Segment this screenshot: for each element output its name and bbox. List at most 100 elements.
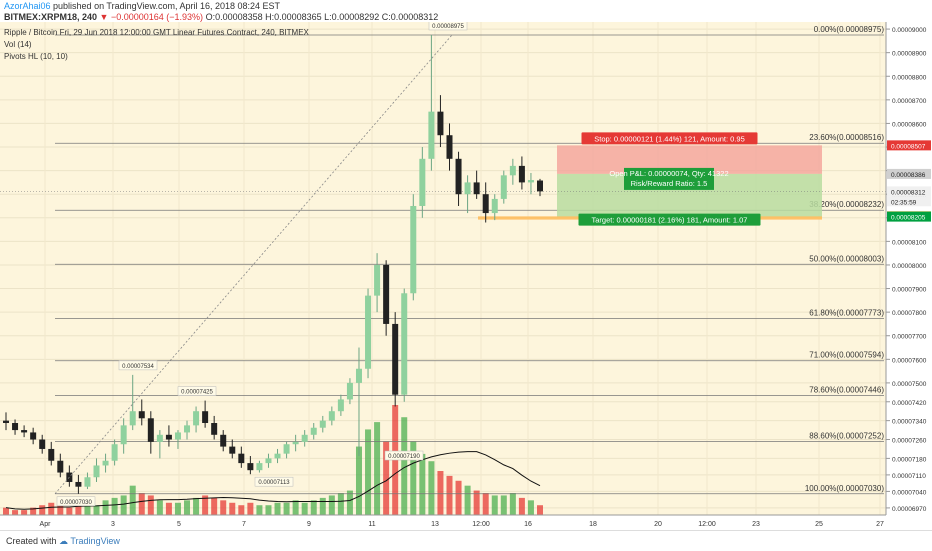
candle-body — [319, 420, 326, 428]
volume-bar — [337, 493, 344, 515]
pivot-label: 0.00007030 — [60, 500, 92, 506]
volume-bar — [410, 441, 417, 515]
stop-label-bg — [581, 132, 758, 145]
candle-body — [238, 453, 245, 464]
pnl-box — [624, 167, 714, 190]
volume-bar — [455, 480, 462, 515]
candle-body — [491, 198, 498, 214]
volume-bar — [93, 505, 100, 515]
price-tick-label: 0.00006970 — [892, 506, 927, 513]
candle-body — [509, 165, 516, 176]
tradingview-link[interactable]: TradingView — [70, 536, 120, 546]
price-axis[interactable] — [886, 22, 932, 530]
volume-bar — [30, 507, 37, 515]
time-tick-label: 12:00 — [472, 521, 490, 528]
candle-body — [437, 111, 444, 136]
price-tick-label: 0.00007800 — [892, 310, 927, 317]
candle-body — [482, 194, 489, 214]
pivot-label: 0.00007113 — [258, 480, 290, 486]
volume-bar — [473, 490, 480, 515]
fib-level-label: 50.00%(0.00008003) — [809, 254, 884, 263]
candle-body — [527, 180, 534, 183]
candle-body — [21, 430, 28, 433]
candle-body — [147, 418, 154, 442]
chart-title: Ripple / Bitcoin Fri, 29 Jun 2018 12:00:… — [4, 28, 310, 37]
volume-bar — [193, 497, 200, 515]
candle-body — [48, 448, 55, 461]
volume-bar — [301, 502, 308, 515]
time-tick-label: 20 — [654, 521, 662, 528]
volume-bar — [174, 502, 181, 515]
pivot-label: 0.00007425 — [181, 390, 213, 396]
candle-body — [455, 158, 462, 195]
stop-label: Stop: 0.00000121 (1.44%) 121, Amount: 0.… — [594, 134, 745, 143]
volume-bar — [57, 505, 64, 515]
volume-bar — [3, 507, 9, 515]
price-tag — [887, 211, 931, 222]
symbol-line: BITMEX:XRPM18, 240 ▼ −0.00000164 (−1.93%… — [4, 12, 438, 22]
candle-body — [464, 182, 471, 195]
pivot-label-bg — [384, 450, 424, 461]
volume-indicator-label[interactable]: Vol (14) — [4, 40, 32, 49]
volume-bar — [102, 500, 109, 515]
price-tag-label: 0.00008386 — [891, 172, 926, 179]
pivot-label: 0.00007190 — [388, 454, 420, 460]
price-tick-label: 0.00008600 — [892, 121, 927, 128]
volume-bar — [365, 429, 372, 515]
price-chart[interactable]: 0.00%(0.00008975) 23.60%(0.00008516) 38.20… — [0, 20, 932, 530]
price-tick-label: 0.00007110 — [892, 473, 926, 480]
volume-bar — [165, 502, 172, 515]
volume-bar — [147, 495, 154, 515]
author-link[interactable]: AzorAhai06 — [4, 1, 51, 11]
candle-body — [229, 446, 236, 454]
volume-bar — [129, 485, 136, 515]
candle-body — [392, 323, 399, 395]
time-tick-label: 3 — [111, 521, 115, 528]
price-tag-label: 0.00008205 — [891, 215, 926, 222]
time-tick-label: 18 — [589, 521, 597, 528]
candle-body — [301, 434, 308, 442]
time-tick-label: 23 — [752, 521, 760, 528]
candle-body — [256, 463, 263, 471]
created-with-text: Created with — [6, 536, 57, 546]
candle-body — [365, 295, 372, 369]
candle-body — [120, 425, 127, 445]
volume-bar — [500, 495, 507, 515]
candle-body — [165, 434, 172, 440]
volume-bar — [229, 502, 236, 515]
candle-body — [274, 453, 281, 459]
ohlc-values: O:0.00008358 H:0.00008365 L:0.00008292 C… — [205, 12, 439, 22]
price-change: −0.00000164 (−1.93%) — [110, 12, 204, 22]
price-tick-label: 0.00008800 — [892, 74, 927, 81]
volume-bar — [482, 493, 489, 515]
pivots-indicator-label[interactable]: Pivots HL (10, 10) — [4, 52, 68, 61]
volume-bar — [12, 510, 19, 515]
volume-bar — [274, 502, 281, 515]
volume-bar — [84, 502, 91, 515]
publish-line: AzorAhai06 published on TradingView.com,… — [4, 1, 280, 11]
price-tag-label: 02:35:59 — [891, 199, 917, 206]
pivot-label-bg — [177, 386, 217, 396]
price-tag — [887, 140, 931, 151]
candle-body — [93, 465, 100, 478]
chart-area[interactable]: 0.00%(0.00008975) 23.60%(0.00008516) 38.20… — [0, 20, 932, 530]
candle-body — [75, 481, 82, 487]
price-tick-label: 0.00008700 — [892, 98, 927, 105]
price-tag-label: 0.00008507 — [891, 143, 926, 150]
fib-trend-line — [54, 34, 453, 495]
volume-bar — [509, 493, 516, 515]
candle-body — [30, 432, 37, 440]
volume-bar — [220, 500, 227, 515]
target-label-bg — [578, 213, 761, 226]
price-tick-label: 0.00007600 — [892, 357, 927, 364]
volume-bar — [464, 485, 471, 515]
volume-bar — [21, 510, 28, 515]
chart-header: AzorAhai06 published on TradingView.com,… — [0, 0, 932, 22]
fib-level-label: 88.60%(0.00007252) — [809, 431, 884, 440]
candle-body — [174, 432, 181, 440]
volume-bar — [419, 453, 426, 515]
volume-bar — [202, 495, 209, 515]
footer: Created with ☁ TradingView — [0, 530, 932, 551]
candle-body — [84, 477, 91, 487]
volume-bar — [527, 500, 534, 515]
